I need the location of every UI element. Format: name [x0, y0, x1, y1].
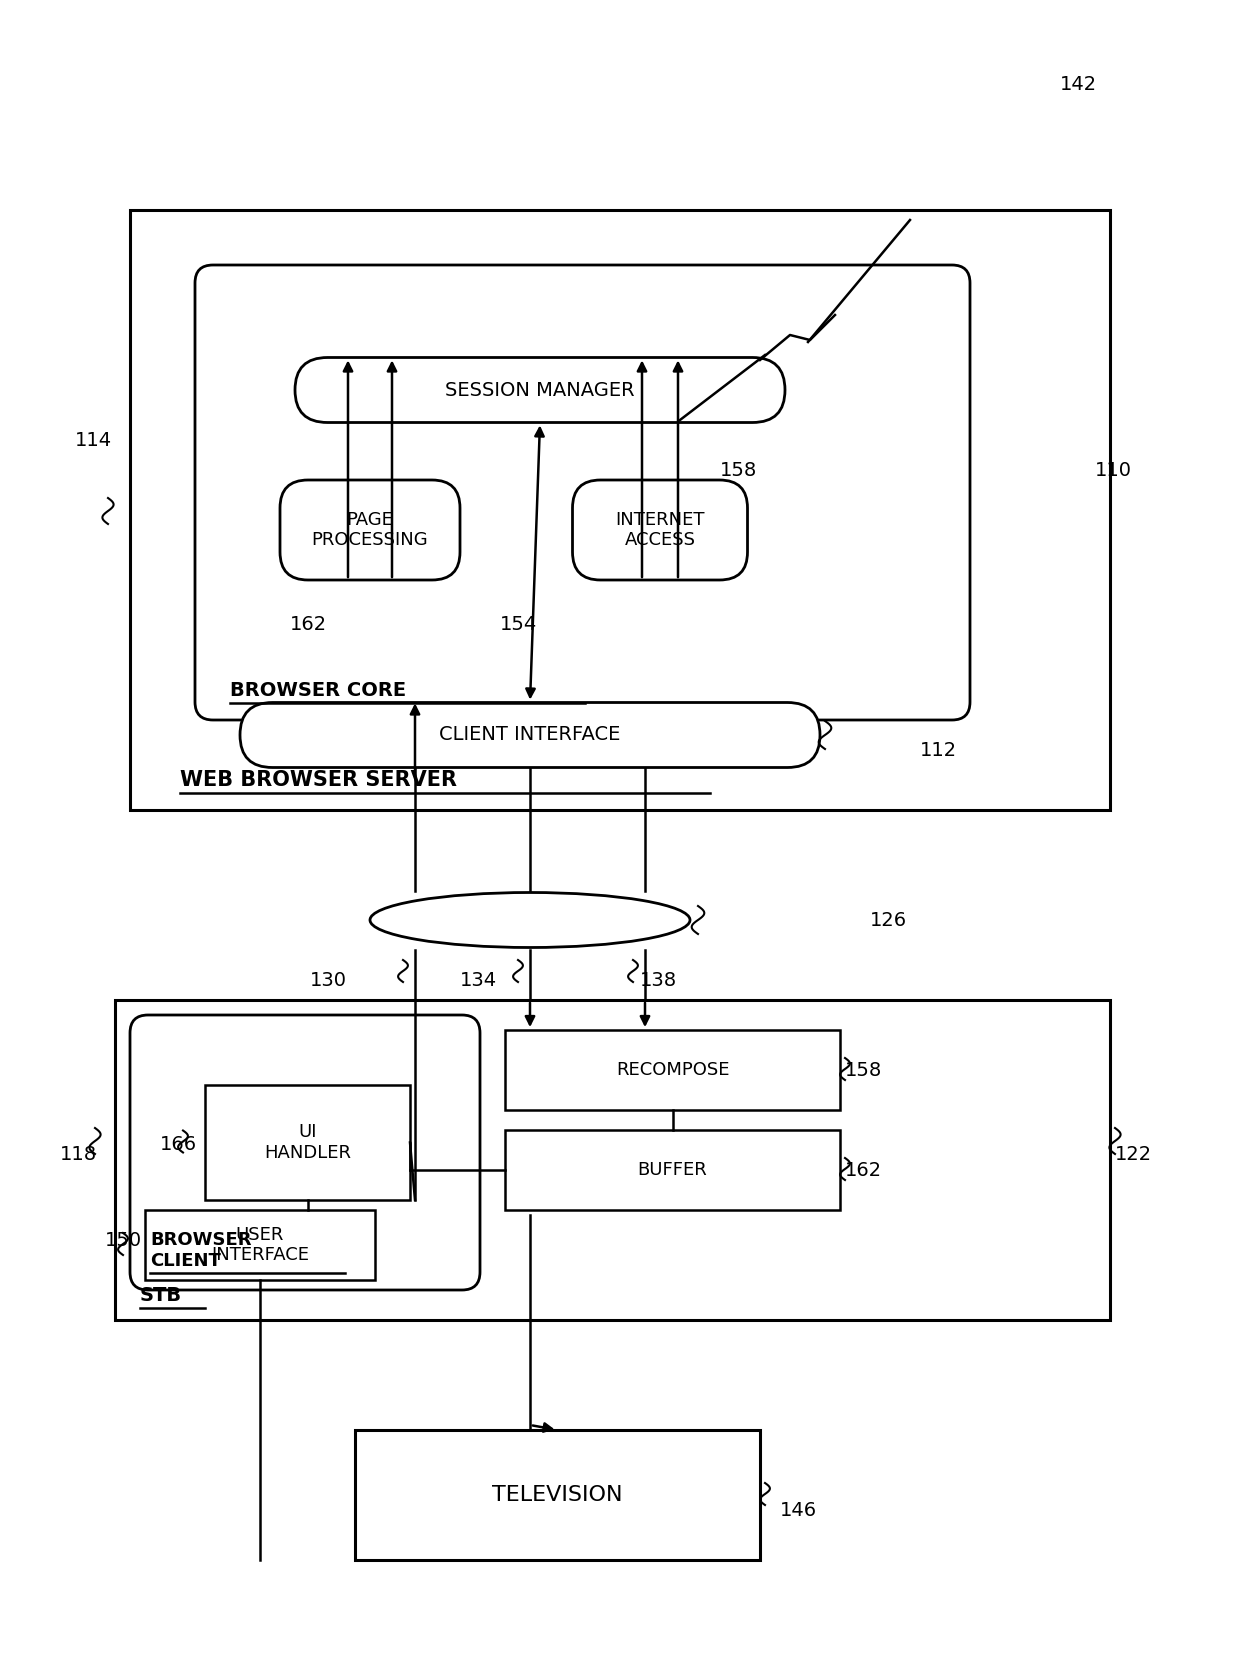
Text: USER
INTERFACE: USER INTERFACE: [211, 1226, 309, 1264]
Text: 158: 158: [844, 1060, 882, 1080]
Text: 150: 150: [105, 1231, 143, 1249]
Text: TELEVISION: TELEVISION: [492, 1485, 622, 1505]
Bar: [355, 1430, 760, 1560]
Text: PAGE
PROCESSING: PAGE PROCESSING: [311, 510, 428, 550]
Text: 138: 138: [640, 970, 677, 990]
Text: SESSION MANAGER: SESSION MANAGER: [445, 380, 635, 400]
Text: BUFFER: BUFFER: [637, 1161, 707, 1179]
Text: 118: 118: [60, 1146, 97, 1164]
Text: UI
HANDLER: UI HANDLER: [264, 1123, 351, 1163]
Bar: [505, 1129, 839, 1209]
Text: 126: 126: [870, 910, 908, 930]
Text: BROWSER CORE: BROWSER CORE: [229, 681, 407, 699]
Text: 130: 130: [310, 970, 347, 990]
Text: 122: 122: [1115, 1146, 1152, 1164]
Text: 166: 166: [160, 1136, 197, 1154]
Text: 162: 162: [844, 1161, 882, 1179]
Bar: [130, 209, 1110, 811]
Ellipse shape: [370, 892, 689, 947]
Bar: [205, 1085, 410, 1199]
Text: 114: 114: [74, 430, 112, 450]
Text: 110: 110: [1095, 460, 1132, 480]
Text: 154: 154: [500, 616, 537, 635]
Text: CLIENT INTERFACE: CLIENT INTERFACE: [439, 726, 621, 744]
FancyBboxPatch shape: [295, 357, 785, 422]
Text: BROWSER
CLIENT: BROWSER CLIENT: [150, 1231, 252, 1271]
Text: 162: 162: [290, 616, 327, 635]
Bar: [115, 1000, 1110, 1320]
FancyBboxPatch shape: [130, 1015, 480, 1291]
Text: 142: 142: [1060, 75, 1097, 95]
FancyBboxPatch shape: [573, 480, 748, 580]
Text: 134: 134: [460, 970, 497, 990]
Text: 146: 146: [780, 1500, 817, 1520]
Text: 158: 158: [720, 460, 758, 480]
Bar: [505, 1030, 839, 1110]
Text: 112: 112: [920, 741, 957, 759]
Bar: [145, 1209, 374, 1281]
Text: STB: STB: [140, 1286, 182, 1306]
Text: RECOMPOSE: RECOMPOSE: [616, 1061, 729, 1080]
FancyBboxPatch shape: [195, 266, 970, 719]
FancyBboxPatch shape: [241, 703, 820, 767]
FancyBboxPatch shape: [280, 480, 460, 580]
Text: WEB BROWSER SERVER: WEB BROWSER SERVER: [180, 771, 458, 791]
Text: INTERNET
ACCESS: INTERNET ACCESS: [615, 510, 704, 550]
